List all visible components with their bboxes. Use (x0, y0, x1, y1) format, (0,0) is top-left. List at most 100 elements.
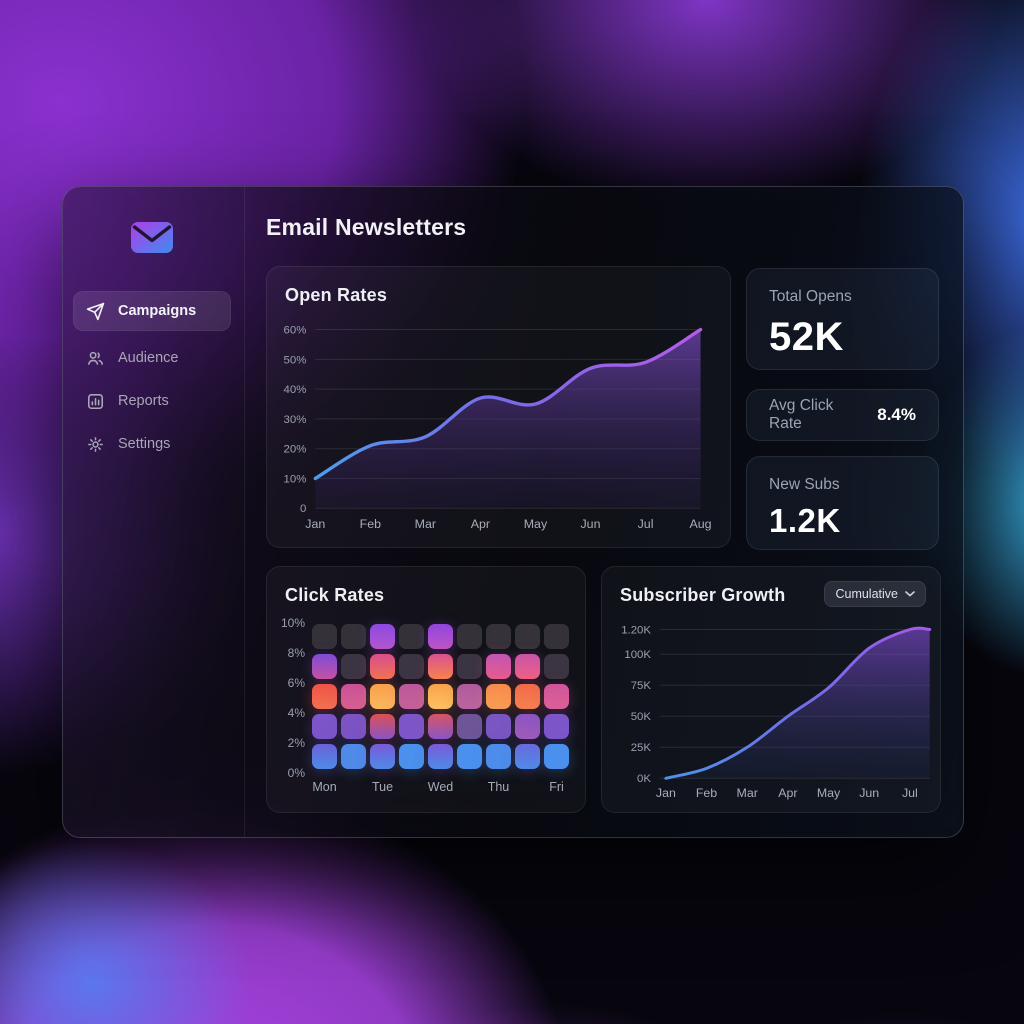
stat-label: Total Opens (769, 288, 852, 305)
svg-text:May: May (524, 517, 548, 531)
heatmap-cell (312, 684, 337, 709)
sidebar-item-audience[interactable]: Audience (73, 338, 231, 378)
heatmap-cell (341, 624, 366, 649)
svg-text:50K: 50K (631, 711, 652, 723)
svg-text:1.20K: 1.20K (621, 624, 651, 636)
svg-text:0: 0 (300, 503, 306, 515)
dropdown-value: Cumulative (835, 587, 898, 601)
heatmap-x-label: Fri (549, 780, 564, 794)
heatmap-cell (515, 744, 540, 769)
heatmap-cell (428, 684, 453, 709)
heatmap-cell (341, 654, 366, 679)
click-rates-title: Click Rates (285, 585, 385, 605)
heatmap-cell (341, 684, 366, 709)
svg-text:0K: 0K (637, 773, 651, 785)
heatmap-cell (486, 654, 511, 679)
svg-text:Jan: Jan (656, 786, 676, 800)
svg-text:Jan: Jan (305, 517, 325, 531)
heatmap-cell (544, 714, 569, 739)
heatmap-cell (544, 624, 569, 649)
heatmap-cell (399, 624, 424, 649)
stat-label: Avg Click Rate (769, 397, 834, 432)
heatmap-cell (515, 624, 540, 649)
svg-text:Jul: Jul (638, 517, 654, 531)
click-rates-card: Click Rates 10% 8% 6% 4% 2% 0% Mon Tue Wed Thu Fri (266, 566, 586, 813)
heatmap-cell (544, 744, 569, 769)
heatmap-y-tick: 4% (287, 706, 305, 720)
heatmap-cell (486, 744, 511, 769)
heatmap-cell (515, 714, 540, 739)
heatmap-cell (399, 684, 424, 709)
heatmap-cell (312, 744, 337, 769)
heatmap-cell (486, 714, 511, 739)
dashboard-window: Campaigns Audience Reports Settings Emai… (62, 186, 964, 838)
heatmap-x-label: Thu (487, 780, 510, 794)
heatmap-cell (341, 744, 366, 769)
svg-text:60%: 60% (284, 325, 307, 337)
svg-text:75K: 75K (631, 680, 652, 692)
heatmap-cell (312, 714, 337, 739)
sidebar-item-reports[interactable]: Reports (73, 381, 231, 421)
heatmap-x-label: Mon (312, 780, 337, 794)
heatmap-y-tick: 10% (280, 616, 305, 630)
open-rates-title: Open Rates (285, 285, 388, 305)
heatmap-cell (428, 714, 453, 739)
svg-text:Jul: Jul (902, 786, 918, 800)
heatmap-cell (515, 684, 540, 709)
svg-text:50%: 50% (284, 354, 307, 366)
sidebar-item-label: Reports (118, 393, 169, 409)
heatmap-cell (370, 654, 395, 679)
stat-avg-click-rate: Avg Click Rate 8.4% (746, 389, 939, 441)
heatmap-x-label: Wed (427, 780, 454, 794)
svg-text:30%: 30% (284, 414, 307, 426)
heatmap-grid (312, 624, 569, 769)
heatmap-cell (312, 624, 337, 649)
svg-text:20%: 20% (284, 444, 307, 456)
heatmap-cell (486, 684, 511, 709)
open-rates-chart: 60% 50% 40% 30% 20% 10% 0 Jan Feb Mar Apr May Jun Jul… (284, 325, 712, 532)
heatmap-cell (399, 714, 424, 739)
sidebar-item-label: Audience (118, 350, 179, 366)
svg-text:Apr: Apr (471, 517, 490, 531)
stat-total-opens: Total Opens 52K (746, 268, 939, 370)
heatmap-y-tick: 6% (287, 676, 305, 690)
stat-value: 8.4% (877, 405, 916, 424)
heatmap-cell (544, 654, 569, 679)
svg-text:40%: 40% (284, 384, 307, 396)
svg-text:25K: 25K (631, 742, 652, 754)
heatmap-cell (428, 744, 453, 769)
svg-text:Feb: Feb (696, 786, 717, 800)
svg-text:10%: 10% (284, 473, 307, 485)
svg-text:Mar: Mar (737, 786, 758, 800)
heatmap-cell (457, 654, 482, 679)
sidebar-item-settings[interactable]: Settings (73, 424, 231, 464)
heatmap-cell (312, 654, 337, 679)
heatmap-cell (457, 744, 482, 769)
users-icon (86, 349, 105, 368)
stat-value: 52K (769, 315, 844, 359)
svg-text:Jun: Jun (580, 517, 600, 531)
heatmap-cell (370, 684, 395, 709)
subscriber-growth-chart: 1.20K 100K 75K 50K 25K 0K Jan Feb Mar Apr May Jun Ju… (621, 624, 932, 800)
subscriber-growth-card: Subscriber Growth Cumulative 1.20K 100K 75… (601, 566, 941, 813)
heatmap-cell (399, 654, 424, 679)
mail-logo-icon (129, 217, 175, 257)
heatmap-cell (515, 654, 540, 679)
svg-text:Apr: Apr (778, 786, 797, 800)
cumulative-dropdown[interactable]: Cumulative (824, 581, 926, 607)
heatmap-cell (428, 654, 453, 679)
svg-text:Mar: Mar (415, 517, 436, 531)
heatmap-y-tick: 2% (287, 736, 305, 750)
heatmap-x-label: Tue (371, 780, 394, 794)
page-title: Email Newsletters (266, 214, 467, 240)
stat-value: 1.2K (769, 502, 841, 539)
heatmap-cell (428, 624, 453, 649)
svg-text:Aug: Aug (690, 517, 712, 531)
svg-text:May: May (817, 786, 841, 800)
sidebar-item-campaigns[interactable]: Campaigns (73, 291, 231, 331)
sidebar-item-label: Campaigns (118, 303, 197, 319)
heatmap-cell (457, 714, 482, 739)
chevron-down-icon (905, 591, 915, 597)
heatmap-y-tick: 0% (287, 766, 305, 780)
heatmap-cell (457, 684, 482, 709)
